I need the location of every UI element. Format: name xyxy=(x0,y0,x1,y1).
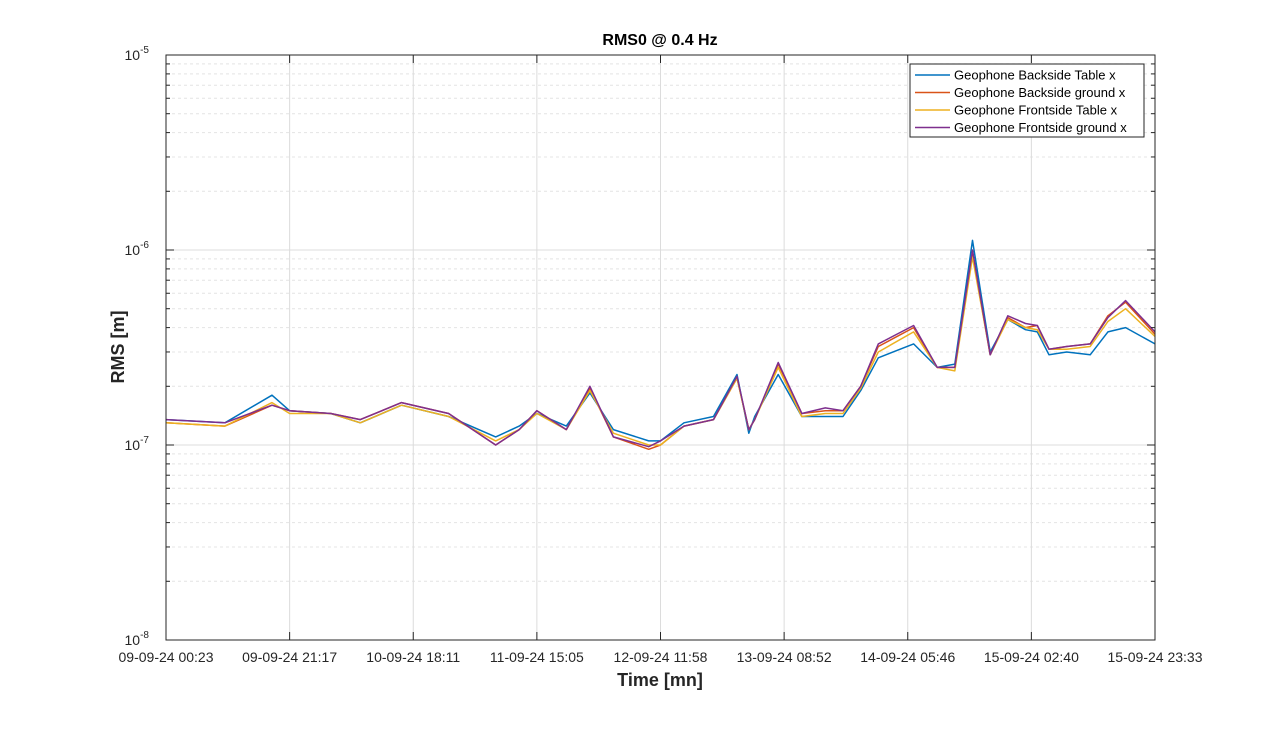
axis-ticks xyxy=(165,54,1156,641)
y-tick-label: 10-6 xyxy=(125,240,150,258)
legend-label: Geophone Backside Table x xyxy=(954,68,1116,83)
y-tick-label: 10-7 xyxy=(125,435,150,453)
y-axis-label: RMS [m] xyxy=(108,311,128,384)
x-tick-label: 12-09-24 11:58 xyxy=(614,649,708,665)
y-tick-label: 10-5 xyxy=(125,45,150,63)
series-lines xyxy=(165,239,1156,451)
legend-label: Geophone Frontside ground x xyxy=(954,120,1127,135)
legend-box xyxy=(909,63,1145,138)
x-tick-label: 09-09-24 21:17 xyxy=(242,649,337,665)
y-tick-label: 10-8 xyxy=(125,630,150,648)
x-tick-label: 15-09-24 23:33 xyxy=(1108,649,1203,665)
y-tick-labels: 10-8 10-7 10-6 10-5 xyxy=(125,45,150,648)
x-tick-label: 14-09-24 05:46 xyxy=(860,649,955,665)
x-tick-label: 10-09-24 18:11 xyxy=(366,649,460,665)
x-tick-label: 15-09-24 02:40 xyxy=(984,649,1079,665)
chart-title: RMS0 @ 0.4 Hz xyxy=(602,32,717,49)
x-axis-label: Time [mn] xyxy=(617,670,703,690)
series-line-4 xyxy=(165,249,1156,448)
legend-label: Geophone Frontside Table x xyxy=(954,103,1118,118)
x-tick-label: 11-09-24 15:05 xyxy=(490,649,584,665)
x-tick-labels: 09-09-24 00:23 09-09-24 21:17 10-09-24 18:… xyxy=(119,649,1203,665)
x-tick-label: 09-09-24 00:23 xyxy=(119,649,214,665)
x-tick-label: 13-09-24 08:52 xyxy=(737,649,832,665)
legend: Geophone Backside Table x Geophone Backsi… xyxy=(909,63,1145,138)
legend-label: Geophone Backside ground x xyxy=(954,85,1126,100)
